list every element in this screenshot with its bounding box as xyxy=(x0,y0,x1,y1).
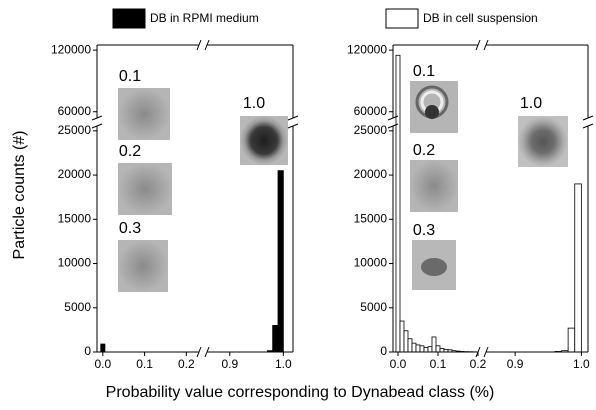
bar xyxy=(575,184,582,352)
inset-label: 0.2 xyxy=(413,142,435,159)
y-tick-label: 10000 xyxy=(58,256,92,270)
inset-label: 0.2 xyxy=(119,143,141,160)
bar xyxy=(416,345,420,352)
y-tick-label: 10000 xyxy=(354,256,388,270)
bar xyxy=(420,346,424,352)
x-tick-label: 1.0 xyxy=(275,357,292,371)
bar xyxy=(273,325,278,352)
x-tick-label: 0.1 xyxy=(136,357,153,371)
y-tick-label: 25000 xyxy=(58,123,92,137)
bar xyxy=(440,348,444,352)
y-tick-label: 20000 xyxy=(58,167,92,181)
bar xyxy=(396,55,400,352)
legend-swatch xyxy=(386,9,418,28)
y-tick-label: 15000 xyxy=(58,211,92,225)
y-tick-label: 25000 xyxy=(354,123,388,137)
x-axis-label: Probability value corresponding to Dynab… xyxy=(106,384,495,401)
bar xyxy=(408,339,412,352)
bar xyxy=(424,348,428,352)
x-tick-label: 0.2 xyxy=(470,357,487,371)
bar xyxy=(404,331,408,352)
inset-images xyxy=(118,81,568,292)
inset-label: 1.0 xyxy=(520,95,542,112)
legend-label: DB in cell suspension xyxy=(423,11,538,25)
legend-label: DB in RPMI medium xyxy=(150,11,259,25)
y-tick-label: 120000 xyxy=(51,42,91,56)
y-tick-label: 0 xyxy=(84,344,91,358)
bar xyxy=(278,171,283,352)
inset-label: 0.1 xyxy=(413,63,435,80)
inset-label: 0.3 xyxy=(119,220,141,237)
y-tick-label: 120000 xyxy=(347,42,387,56)
x-tick-label: 1.0 xyxy=(573,357,590,371)
x-tick-label: 0.1 xyxy=(430,357,447,371)
bar xyxy=(568,328,575,352)
inset-label: 0.1 xyxy=(119,68,141,85)
inset-label: 0.3 xyxy=(413,222,435,239)
x-tick-label: 0.0 xyxy=(94,357,111,371)
legend-swatch xyxy=(113,9,145,28)
x-tick-label: 0.0 xyxy=(390,357,407,371)
bar xyxy=(428,347,432,352)
y-tick-label: 5000 xyxy=(360,300,387,314)
y-tick-label: 5000 xyxy=(64,300,91,314)
y-tick-label: 20000 xyxy=(354,167,388,181)
y-tick-label: 60000 xyxy=(354,104,388,118)
bar xyxy=(400,321,404,352)
bar xyxy=(412,343,416,352)
bar xyxy=(432,337,436,352)
y-tick-label: 15000 xyxy=(354,211,388,225)
y-tick-label: 60000 xyxy=(58,104,92,118)
x-tick-label: 0.9 xyxy=(221,357,238,371)
x-tick-label: 0.9 xyxy=(507,357,524,371)
y-axis-label: Particle counts (#) xyxy=(11,131,28,260)
x-tick-label: 0.2 xyxy=(178,357,195,371)
bar xyxy=(101,344,105,352)
bar xyxy=(436,346,440,352)
y-tick-label: 0 xyxy=(380,344,387,358)
inset-label: 1.0 xyxy=(243,95,265,112)
